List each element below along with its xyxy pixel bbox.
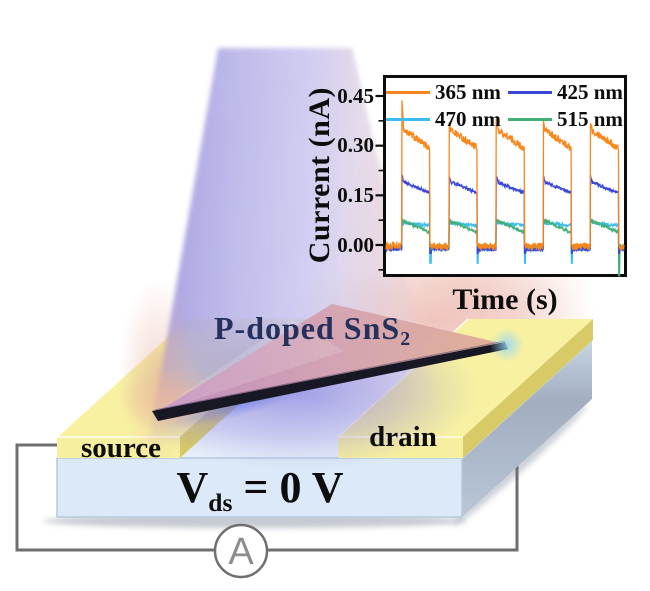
- chart-plot-area: [375, 94, 625, 277]
- flake-material-label: P-doped SnS2: [214, 310, 412, 350]
- ammeter-circle: [213, 523, 269, 579]
- flake-tip-glow: [490, 328, 524, 362]
- legend-label: 425 nm: [557, 80, 623, 104]
- legend-line-515: [508, 118, 552, 121]
- bias-voltage-label: Vds = 0 V: [176, 463, 344, 517]
- y-tick-label: 0.15: [337, 183, 374, 207]
- legend-line-425: [508, 91, 552, 94]
- y-tick-label: 0.45: [337, 84, 374, 108]
- y-tick-label: 0.30: [337, 133, 374, 157]
- ammeter-label: A: [228, 531, 254, 573]
- trace-365nm: [385, 100, 625, 253]
- flake-front-edge: [152, 342, 508, 421]
- drain-label: drain: [369, 421, 437, 453]
- chart-legend: 365 nm 425 nm 470 nm 515 nm: [386, 79, 624, 133]
- legend-line-470: [386, 118, 430, 121]
- chart-y-axis-label: Current (nA): [303, 86, 336, 264]
- legend-item: 425 nm: [508, 82, 623, 103]
- legend-item: 515 nm: [508, 109, 623, 130]
- legend-line-365: [386, 91, 430, 94]
- chart-x-axis-label: Time (s): [452, 283, 558, 316]
- flake-surface: [155, 304, 505, 413]
- legend-item: 470 nm: [386, 109, 508, 130]
- legend-item: 365 nm: [386, 82, 508, 103]
- inset-chart: 365 nm 425 nm 470 nm 515 nm: [375, 75, 627, 277]
- y-tick-label: 0.00: [337, 233, 374, 257]
- trace-425nm: [385, 173, 625, 254]
- legend-label: 470 nm: [435, 107, 501, 131]
- legend-label: 515 nm: [557, 107, 623, 131]
- legend-label: 365 nm: [435, 80, 501, 104]
- flake-sheen: [155, 319, 344, 413]
- source-label: source: [80, 432, 161, 464]
